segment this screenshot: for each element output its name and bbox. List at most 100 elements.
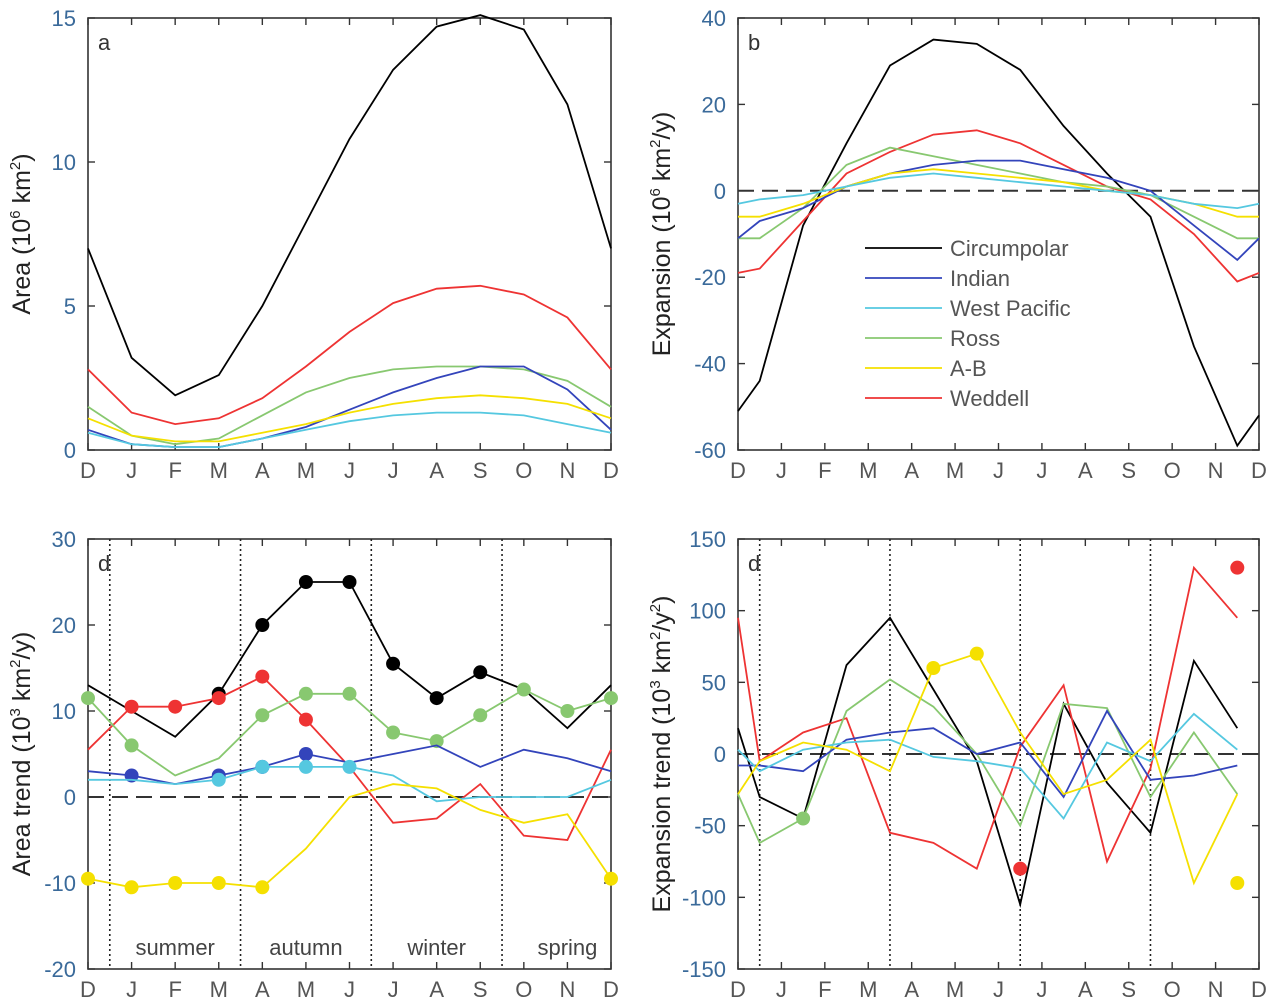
x-tick-label: A xyxy=(429,977,444,1002)
y-axis-label-part: km xyxy=(648,148,676,188)
y-tick-label: 100 xyxy=(689,599,726,624)
y-axis-label-part: 2 xyxy=(647,632,664,640)
x-tick-label: A xyxy=(255,458,270,483)
x-tick-label: D xyxy=(80,977,96,1002)
legend: Circumpolar Indian West Pacific Ross A-B Wedd… xyxy=(865,236,1071,411)
y-axis-label: Area (106 km2) xyxy=(7,153,36,314)
significant-point xyxy=(604,691,618,706)
significant-point xyxy=(298,747,313,761)
legend-label: Circumpolar xyxy=(950,236,1069,261)
series-line-west-pacific xyxy=(87,411,612,449)
x-tick-label: O xyxy=(515,977,532,1002)
significant-point xyxy=(255,880,270,895)
y-tick-label: -100 xyxy=(682,885,726,910)
panel-letter: d xyxy=(748,551,760,576)
panel-3: -150 -100 -50 0 50 100 150 D J F M A M J J A S O N Dd Expans… xyxy=(647,527,1267,1002)
x-tick-label: A xyxy=(904,458,919,483)
significant-point xyxy=(1230,560,1245,575)
x-tick-label: O xyxy=(1164,458,1181,483)
x-tick-label: A xyxy=(429,458,444,483)
y-tick-label: 0 xyxy=(64,785,76,810)
y-axis-label-part: 6 xyxy=(7,210,24,218)
y-axis-label-part: 6 xyxy=(647,188,664,196)
series-line-west-pacific xyxy=(737,712,1238,821)
x-tick-label: F xyxy=(168,458,181,483)
significant-point xyxy=(255,618,270,632)
y-tick-label: 0 xyxy=(64,438,76,463)
y-axis-label-part: Expansion (10 xyxy=(648,196,676,356)
x-tick-label: A xyxy=(1078,458,1093,483)
significant-point xyxy=(386,725,401,740)
x-tick-label: J xyxy=(993,977,1004,1002)
significant-point xyxy=(298,686,313,701)
y-tick-label: 150 xyxy=(689,527,726,552)
significant-point xyxy=(342,686,357,701)
series-line-weddell xyxy=(737,565,1238,871)
x-tick-label: J xyxy=(126,977,137,1002)
x-tick-label: S xyxy=(473,458,488,483)
series-line-indian xyxy=(737,159,1260,262)
significant-point xyxy=(211,876,226,890)
panel-letter: a xyxy=(98,30,111,55)
significant-point xyxy=(124,880,139,895)
y-axis-label-part: km xyxy=(8,170,36,210)
x-tick-label: J xyxy=(344,977,355,1002)
y-tick-label: 20 xyxy=(52,613,76,638)
y-axis-label: Expansion (106 km2/y) xyxy=(647,112,676,357)
legend-label: Ross xyxy=(950,326,1000,351)
x-tick-label: O xyxy=(1164,977,1181,1002)
y-axis-label-part: ) xyxy=(8,153,36,161)
y-axis-label-part: 2 xyxy=(7,659,24,667)
x-tick-label: F xyxy=(818,977,831,1002)
y-axis-label-part: 3 xyxy=(647,680,664,688)
x-tick-label: J xyxy=(993,458,1004,483)
y-tick-label: -50 xyxy=(694,814,726,839)
series-line-weddell xyxy=(87,675,612,841)
x-tick-label: D xyxy=(80,458,96,483)
x-tick-label: J xyxy=(776,977,787,1002)
y-tick-label: 50 xyxy=(702,670,726,695)
significant-point xyxy=(342,575,357,589)
y-axis-label-part: Expansion trend (10 xyxy=(648,689,676,913)
significant-point xyxy=(255,708,270,723)
series-line-a-b xyxy=(737,652,1239,886)
series-line-circumpolar xyxy=(87,581,612,738)
significant-point xyxy=(168,699,183,714)
x-tick-label: F xyxy=(168,977,181,1002)
x-tick-label: D xyxy=(730,977,746,1002)
significant-point xyxy=(796,811,811,826)
y-tick-label: 40 xyxy=(702,6,726,31)
y-tick-label: 15 xyxy=(52,6,76,31)
x-tick-label: D xyxy=(730,458,746,483)
significant-point xyxy=(1230,876,1245,890)
x-tick-label: M xyxy=(946,458,964,483)
y-tick-label: 10 xyxy=(52,150,76,175)
x-tick-label: S xyxy=(1121,977,1136,1002)
y-axis-label-part: ) xyxy=(648,596,676,604)
significant-point xyxy=(386,656,401,671)
x-tick-label: A xyxy=(1078,977,1093,1002)
plot-frame xyxy=(87,538,612,970)
season-label: autumn xyxy=(269,935,342,960)
y-tick-label: 5 xyxy=(64,294,76,319)
x-tick-label: M xyxy=(210,458,228,483)
x-tick-label: J xyxy=(1036,977,1047,1002)
significant-point xyxy=(560,704,575,718)
x-tick-label: S xyxy=(1121,458,1136,483)
significant-point xyxy=(429,691,444,706)
y-tick-label: 0 xyxy=(714,742,726,767)
series-line-circumpolar xyxy=(87,14,612,397)
y-axis-label-part: /y) xyxy=(8,632,36,660)
x-tick-label: M xyxy=(297,458,315,483)
legend-label: West Pacific xyxy=(950,296,1071,321)
y-tick-label: 20 xyxy=(702,92,726,117)
y-axis-label-part: /y xyxy=(648,612,676,632)
panel-0: 0 5 10 15 D J F M A M J J A S O N Da Area (106 km2) xyxy=(7,6,619,483)
x-tick-label: D xyxy=(1251,977,1267,1002)
y-axis-label-part: Area trend (10 xyxy=(8,716,36,876)
y-tick-label: -60 xyxy=(694,438,726,463)
x-tick-label: O xyxy=(515,458,532,483)
significant-point xyxy=(516,682,531,697)
